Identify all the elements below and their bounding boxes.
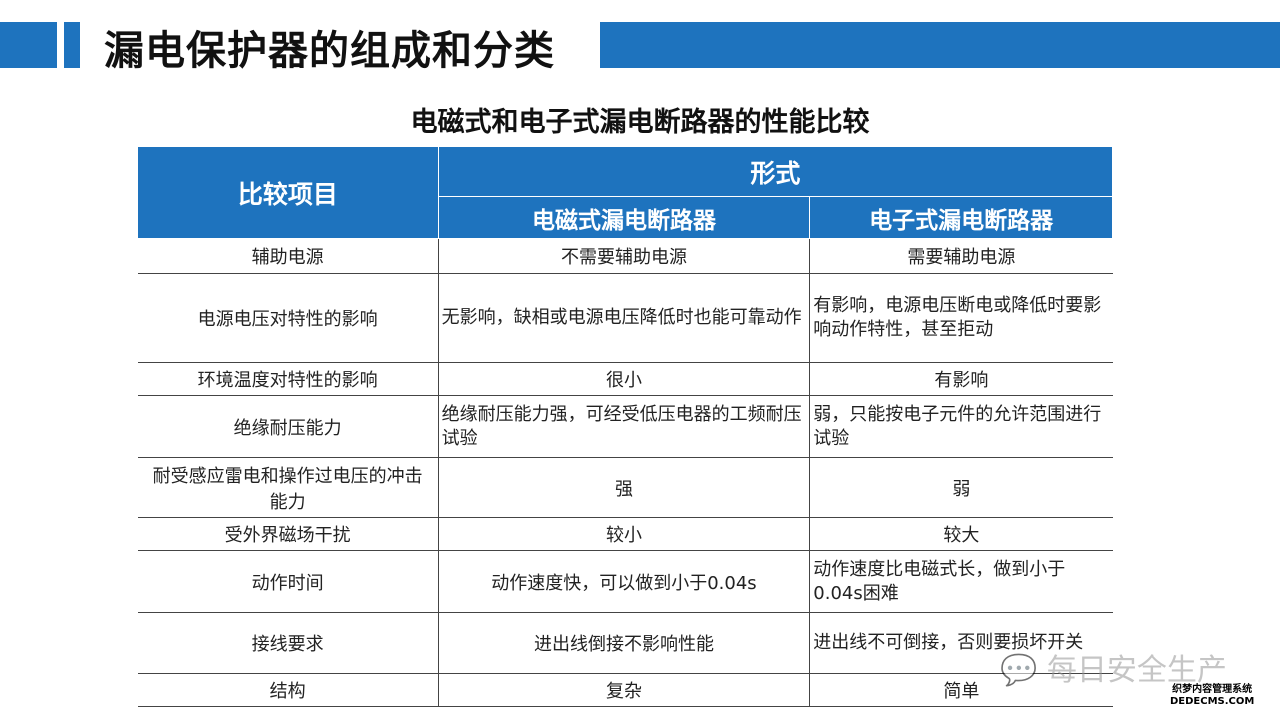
table-row: 辅助电源 不需要辅助电源 需要辅助电源	[137, 238, 1113, 274]
row-item: 辅助电源	[137, 238, 439, 274]
header-item: 比较项目	[137, 146, 439, 239]
cell-electromagnetic: 复杂	[437, 673, 810, 707]
wechat-watermark: 💬 每日安全生产	[1000, 645, 1227, 689]
header-group: 形式	[437, 146, 1114, 197]
wechat-icon: 💬	[1000, 653, 1038, 688]
cell-electromagnetic: 绝缘耐压能力强，可经受低压电器的工频耐压试验	[437, 395, 810, 458]
cell-electronic: 较大	[809, 517, 1113, 551]
cell-electronic: 简单	[809, 673, 1113, 707]
row-item: 环境温度对特性的影响	[137, 362, 439, 396]
cell-electronic: 弱	[809, 457, 1113, 518]
comparison-table: 比较项目 形式 电磁式漏电断路器 电子式漏电断路器 辅助电源 不需要辅助电源 需要辅…	[137, 146, 1114, 707]
header-col-electromagnetic: 电磁式漏电断路器	[437, 196, 811, 239]
title-bar-block-small	[64, 22, 80, 68]
table-row: 受外界磁场干扰 较小 较大	[137, 517, 1113, 551]
cell-electromagnetic: 不需要辅助电源	[437, 238, 810, 274]
header-col-electronic: 电子式漏电断路器	[809, 196, 1113, 239]
row-item: 受外界磁场干扰	[137, 517, 439, 551]
slide-title: 漏电保护器的组成和分类	[104, 28, 555, 74]
row-item: 绝缘耐压能力	[137, 395, 439, 458]
cell-electromagnetic: 无影响，缺相或电源电压降低时也能可靠动作	[437, 273, 810, 363]
row-item: 动作时间	[137, 550, 439, 613]
table-title: 电磁式和电子式漏电断路器的性能比较	[410, 107, 870, 138]
title-bar-block-left	[0, 22, 57, 68]
cell-electronic: 有影响	[809, 362, 1113, 396]
table-row: 动作时间 动作速度快，可以做到小于0.04s 动作速度比电磁式长，做到小于0.04s…	[137, 550, 1113, 613]
table-row: 结构 复杂 简单	[137, 673, 1113, 707]
cell-electromagnetic: 较小	[437, 517, 810, 551]
cell-electromagnetic: 强	[437, 457, 810, 518]
table-row: 环境温度对特性的影响 很小 有影响	[137, 362, 1113, 396]
cell-electronic: 进出线不可倒接，否则要损坏开关	[809, 612, 1113, 674]
cell-electronic: 弱，只能按电子元件的允许范围进行试验	[809, 395, 1113, 458]
row-item: 接线要求	[137, 612, 439, 674]
cell-electromagnetic: 很小	[437, 362, 810, 396]
watermark2-line1: 织梦内容管理系统	[1172, 684, 1253, 695]
row-item: 结构	[137, 673, 439, 707]
row-item: 电源电压对特性的影响	[137, 273, 439, 363]
table-row: 电源电压对特性的影响 无影响，缺相或电源电压降低时也能可靠动作 有影响，电源电压断电…	[137, 273, 1113, 363]
watermark2-line2: DEDECMS.COM	[1170, 696, 1255, 707]
row-item: 耐受感应雷电和操作过电压的冲击能力	[137, 457, 439, 518]
watermark-text: 每日安全生产	[1046, 653, 1227, 688]
cell-electronic: 动作速度比电磁式长，做到小于0.04s困难	[809, 550, 1113, 613]
cell-electronic: 需要辅助电源	[809, 238, 1113, 274]
table-row: 绝缘耐压能力 绝缘耐压能力强，可经受低压电器的工频耐压试验 弱，只能按电子元件的允许…	[137, 395, 1113, 458]
table-row: 耐受感应雷电和操作过电压的冲击能力强弱	[137, 457, 1113, 518]
table-row: 接线要求 进出线倒接不影响性能 进出线不可倒接，否则要损坏开关	[137, 612, 1113, 674]
cell-electromagnetic: 动作速度快，可以做到小于0.04s	[437, 550, 810, 613]
title-bar-block-right	[600, 22, 1280, 68]
dedecms-watermark: 织梦内容管理系统 DEDECMS.COM	[1170, 684, 1254, 708]
cell-electromagnetic: 进出线倒接不影响性能	[437, 612, 810, 674]
cell-electronic: 有影响，电源电压断电或降低时要影响动作特性，甚至拒动	[809, 273, 1113, 363]
